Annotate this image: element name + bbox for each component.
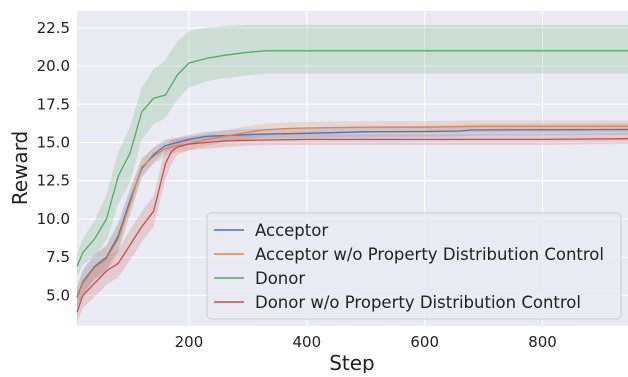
series-3-line: [76, 138, 628, 313]
x-tick-label: 400: [293, 333, 322, 351]
x-tick-label: 800: [528, 333, 557, 351]
tick-labels: 200 400 600 800 5.0 7.5 10.0 12.5 15.0 17.5 20.0 22…: [37, 19, 557, 351]
x-axis-title: Step: [329, 351, 375, 373]
series-1-line: [76, 125, 628, 299]
y-tick-label: 17.5: [37, 95, 70, 113]
y-tick-label: 22.5: [37, 19, 70, 37]
y-tick-label: 5.0: [46, 286, 70, 304]
x-tick-label: 600: [410, 333, 439, 351]
series-2-line: [76, 50, 628, 267]
y-tick-label: 15.0: [37, 134, 70, 152]
y-tick-label: 12.5: [37, 172, 70, 190]
confidence-bands: [77, 24, 628, 323]
y-axis-title: Reward: [8, 131, 32, 205]
legend: Acceptor Acceptor w/o Property Distribut…: [206, 212, 622, 320]
series-lines: [76, 50, 628, 313]
y-tick-label: 10.0: [37, 210, 70, 228]
y-tick-label: 7.5: [46, 248, 70, 266]
legend-label-donor-wo: Donor w/o Property Distribution Control: [255, 293, 581, 312]
legend-label-acceptor-wo: Acceptor w/o Property Distribution Contr…: [255, 245, 604, 264]
series-0-line: [76, 128, 628, 298]
legend-label-donor: Donor: [255, 269, 305, 288]
x-tick-label: 200: [175, 333, 204, 351]
y-tick-label: 20.0: [37, 57, 70, 75]
legend-frame: [206, 212, 622, 320]
legend-label-acceptor: Acceptor: [255, 221, 328, 240]
series-2-band: [77, 24, 628, 278]
